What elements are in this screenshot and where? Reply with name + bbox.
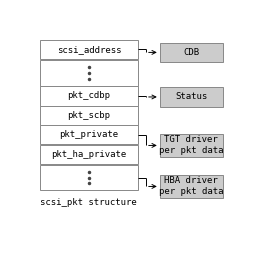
Text: pkt_cdbp: pkt_cdbp [67,91,110,100]
Text: TGT driver
per pkt data: TGT driver per pkt data [159,135,224,155]
Text: pkt_ha_private: pkt_ha_private [51,150,126,159]
Bar [40,40,138,59]
Text: Status: Status [175,92,207,101]
Bar [40,145,138,164]
Bar [40,165,138,190]
Bar [160,87,223,107]
Bar [40,125,138,144]
Text: HBA driver
per pkt data: HBA driver per pkt data [159,176,224,197]
Bar [160,175,223,198]
Text: pkt_private: pkt_private [59,130,118,139]
Text: pkt_scbp: pkt_scbp [67,111,110,120]
Text: scsi_address: scsi_address [57,45,121,54]
Bar [40,106,138,125]
Bar [40,60,138,86]
Bar [160,134,223,157]
Text: CDB: CDB [183,48,199,57]
Text: scsi_pkt structure: scsi_pkt structure [40,198,136,207]
Bar [160,42,223,62]
Bar [40,86,138,106]
